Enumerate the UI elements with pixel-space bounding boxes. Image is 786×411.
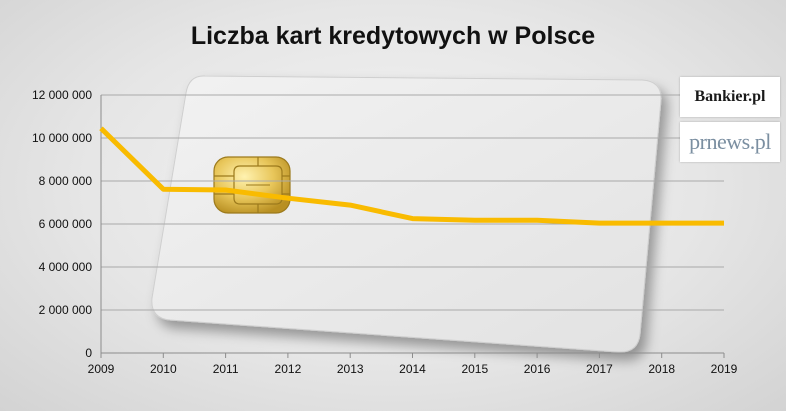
prnews-logo-text: prnews.pl xyxy=(689,129,771,154)
x-tick-label: 2016 xyxy=(524,362,551,376)
y-tick-label: 10 000 000 xyxy=(32,131,92,145)
x-tick-label: 2009 xyxy=(88,362,115,376)
x-tick-label: 2013 xyxy=(337,362,364,376)
x-tick-label: 2017 xyxy=(586,362,613,376)
bankier-logo-text: Bankier.pl xyxy=(694,88,766,105)
y-tick-label: 6 000 000 xyxy=(39,217,93,231)
x-tick-label: 2014 xyxy=(399,362,426,376)
y-tick-label: 0 xyxy=(85,346,92,360)
x-tick-label: 2019 xyxy=(711,362,738,376)
y-tick-label: 8 000 000 xyxy=(39,174,93,188)
card-chip-icon xyxy=(213,156,291,214)
x-tick-label: 2015 xyxy=(461,362,488,376)
x-tick-label: 2012 xyxy=(275,362,302,376)
prnews-logo: prnews.pl xyxy=(680,122,780,162)
y-tick-label: 4 000 000 xyxy=(39,260,93,274)
y-tick-label: 2 000 000 xyxy=(39,303,93,317)
credit-card-illustration xyxy=(151,75,662,353)
y-tick-label: 12 000 000 xyxy=(32,88,92,102)
chart-title: Liczba kart kredytowych w Polsce xyxy=(190,22,596,50)
bankier-logo: Bankier.pl xyxy=(680,77,780,117)
x-tick-label: 2018 xyxy=(648,362,675,376)
x-tick-label: 2011 xyxy=(213,362,239,376)
x-tick-label: 2010 xyxy=(150,362,177,376)
